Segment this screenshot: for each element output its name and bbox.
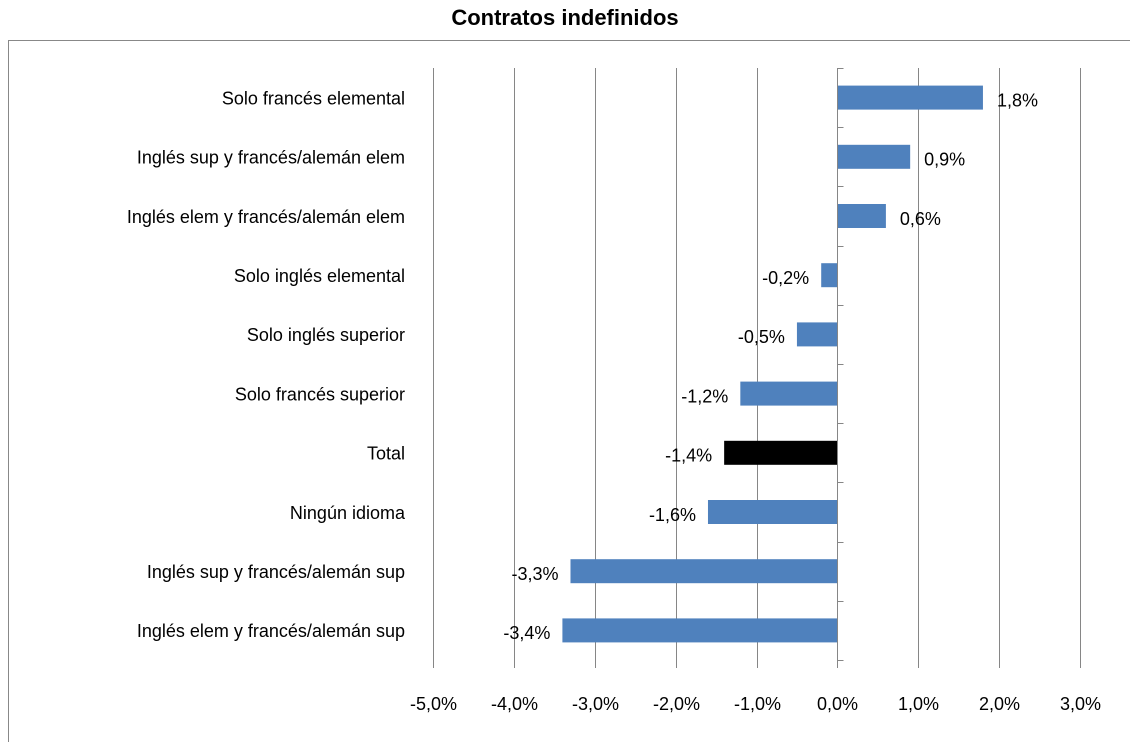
x-tick-label: -2,0% <box>653 694 700 714</box>
x-tick-label: 3,0% <box>1060 694 1101 714</box>
data-label: -3,4% <box>503 623 550 643</box>
x-tick-label: -4,0% <box>491 694 538 714</box>
bar <box>796 322 838 347</box>
bar <box>724 440 838 465</box>
y-tick-label: Inglés sup y francés/alemán sup <box>147 562 405 582</box>
y-tick-label: Inglés sup y francés/alemán elem <box>137 148 405 168</box>
data-label: -1,6% <box>649 505 696 525</box>
x-tick-label: 0,0% <box>817 694 858 714</box>
data-label: -3,3% <box>511 564 558 584</box>
bar <box>837 85 983 110</box>
bar <box>707 500 838 524</box>
y-tick-label: Inglés elem y francés/alemán elem <box>127 207 405 227</box>
y-tick-label: Total <box>367 444 405 464</box>
x-tick-label: 1,0% <box>898 694 939 714</box>
chart-title: Contratos indefinidos <box>451 5 678 30</box>
x-tick-label: -5,0% <box>410 694 457 714</box>
x-tick-label: -1,0% <box>734 694 781 714</box>
y-tick-label: Solo inglés elemental <box>234 266 405 286</box>
data-label: -0,5% <box>738 327 785 347</box>
bar <box>570 559 838 584</box>
bar <box>837 204 886 228</box>
x-tick-label: 2,0% <box>979 694 1020 714</box>
bar <box>562 618 838 643</box>
data-label: 1,8% <box>997 90 1038 110</box>
data-label: 0,9% <box>924 150 965 170</box>
y-tick-label: Inglés elem y francés/alemán sup <box>137 621 405 641</box>
data-label: -1,2% <box>681 386 728 406</box>
y-tick-label: Solo francés superior <box>235 384 405 404</box>
y-tick-label: Solo inglés superior <box>247 325 405 345</box>
bar <box>837 144 911 169</box>
data-label: -1,4% <box>665 446 712 466</box>
x-tick-label: -3,0% <box>572 694 619 714</box>
bar <box>740 381 838 406</box>
data-label: 0,6% <box>900 209 941 229</box>
y-tick-label: Ningún idioma <box>290 503 406 523</box>
data-label: -0,2% <box>762 268 809 288</box>
y-tick-label: Solo francés elemental <box>222 88 405 108</box>
bar <box>821 263 838 288</box>
